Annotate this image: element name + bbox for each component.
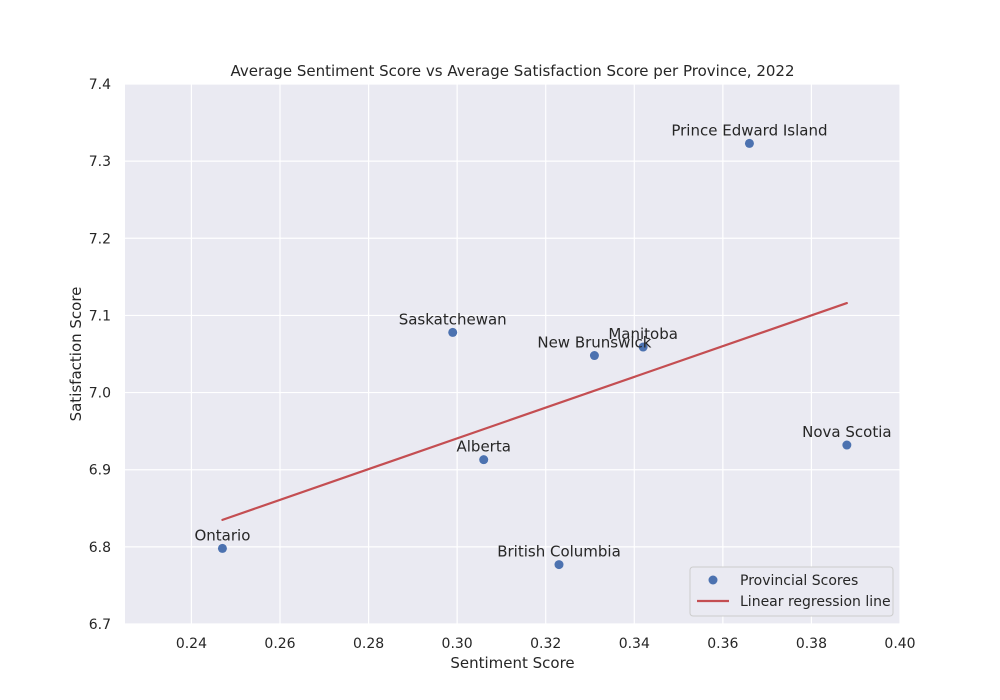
point-label: New Brunswick <box>537 334 651 352</box>
scatter-point <box>479 455 489 465</box>
x-tick-label: 0.30 <box>442 636 473 652</box>
x-tick-label: 0.32 <box>530 636 561 652</box>
x-tick-label: 0.40 <box>884 636 915 652</box>
chart-title: Average Sentiment Score vs Average Satis… <box>230 62 794 80</box>
point-label: Alberta <box>457 438 511 456</box>
point-label: Ontario <box>194 526 250 544</box>
point-labels: Ontario Alberta Saskatchewan British Columb… <box>194 121 891 560</box>
regression-line <box>221 301 848 521</box>
scatter-point <box>744 138 754 148</box>
x-tick-label: 0.28 <box>353 636 384 652</box>
legend-label-regression: Linear regression line <box>740 594 891 610</box>
legend-scatter-marker <box>708 575 718 585</box>
x-tick-label: 0.34 <box>619 636 650 652</box>
y-axis-label: Satisfaction Score <box>67 287 85 422</box>
legend: Provincial Scores Linear regression line <box>689 566 894 617</box>
y-tick-label: 6.8 <box>89 540 111 556</box>
scatter-point <box>589 351 599 361</box>
x-axis-label: Sentiment Score <box>450 654 574 672</box>
y-tick-label: 6.9 <box>89 463 111 479</box>
point-label: Nova Scotia <box>802 423 891 441</box>
y-tick-label: 7.0 <box>89 386 111 402</box>
legend-box <box>689 566 894 617</box>
y-tick-label: 7.2 <box>89 231 111 247</box>
scatter-point <box>448 327 458 337</box>
scatter-point <box>217 543 227 553</box>
grid-lines <box>125 83 901 625</box>
scatter-point <box>842 440 852 450</box>
y-tick-label: 6.7 <box>89 617 111 633</box>
x-tick-label: 0.24 <box>176 636 207 652</box>
scatter-point <box>638 342 648 352</box>
x-tick-label: 0.36 <box>707 636 738 652</box>
y-tick-label: 7.1 <box>89 308 111 324</box>
scatter-points <box>217 138 852 570</box>
point-label: Manitoba <box>608 325 678 343</box>
regression-line-group <box>221 301 848 521</box>
plot-area <box>125 84 900 624</box>
point-label: Saskatchewan <box>399 310 507 328</box>
scatter-point <box>554 560 564 570</box>
x-tick-label: 0.26 <box>264 636 295 652</box>
legend-label-scatter: Provincial Scores <box>740 573 858 589</box>
point-label: British Columbia <box>497 543 621 561</box>
y-tick-label: 7.4 <box>89 77 111 93</box>
x-tick-label: 0.38 <box>796 636 827 652</box>
y-tick-labels: 6.7 6.8 6.9 7.0 7.1 7.2 7.3 7.4 <box>89 77 111 633</box>
point-label: Prince Edward Island <box>671 121 827 139</box>
y-tick-label: 7.3 <box>89 154 111 170</box>
x-tick-labels: 0.24 0.26 0.28 0.30 0.32 0.34 0.36 0.38 0.40 <box>176 636 916 652</box>
